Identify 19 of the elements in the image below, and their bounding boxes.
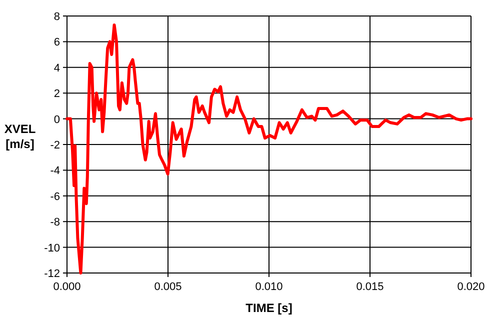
- y-tick-label: -4: [50, 165, 60, 178]
- line-series: [66, 23, 472, 274]
- y-tick-label: -2: [50, 140, 60, 152]
- y-tick-label: -10: [44, 242, 60, 254]
- y-tick-label: -6: [50, 190, 60, 203]
- x-tick-label: 0.000: [53, 281, 81, 293]
- y-tick-label: 8: [54, 11, 60, 23]
- y-tick-label: 0: [54, 114, 60, 126]
- x-tick-label: 0.020: [457, 281, 485, 293]
- x-tick-label: 0.010: [255, 281, 283, 293]
- y-axis-title: XVEL [m/s]: [4, 122, 36, 151]
- x-tick-label: 0.005: [154, 281, 182, 293]
- y-tick-label: 2: [54, 88, 60, 100]
- y-tick-label: 6: [54, 36, 60, 49]
- y-tick-label: -12: [44, 268, 60, 280]
- x-axis-title: TIME [s]: [246, 301, 292, 315]
- y-tick-label: 4: [54, 62, 60, 74]
- y-tick-label: -8: [50, 216, 60, 229]
- x-tick-label: 0.015: [356, 281, 384, 293]
